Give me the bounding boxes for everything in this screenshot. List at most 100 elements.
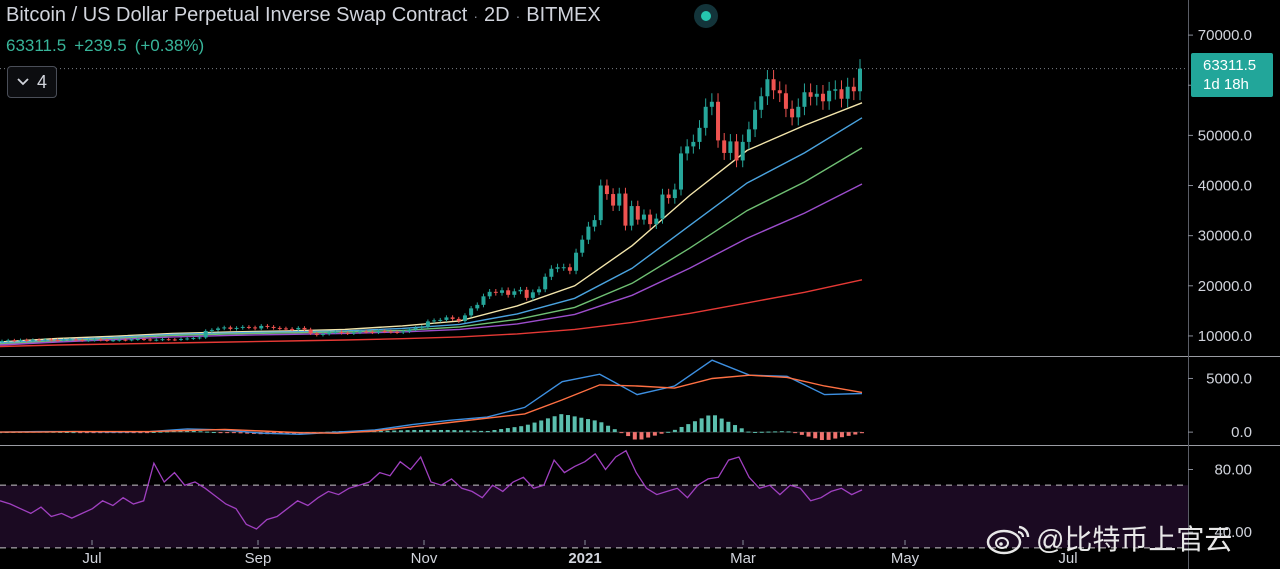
candle-body [123, 339, 128, 341]
candle-body [765, 79, 770, 97]
time-axis-label: Nov [411, 550, 438, 567]
candle-body [549, 268, 554, 277]
candle-body [543, 276, 548, 290]
candle-body [858, 68, 862, 92]
indicators-toggle-button[interactable]: 4 [7, 66, 57, 98]
price-axis-tick-label: 70000.0 [1198, 27, 1252, 44]
macd-histogram-bar [392, 430, 397, 433]
macd-histogram-bar [626, 432, 631, 437]
macd-histogram-bar [84, 432, 89, 434]
macd-histogram-bar [418, 429, 423, 433]
candle-body [728, 141, 733, 153]
candle-body [80, 339, 85, 341]
candle-body [833, 89, 838, 91]
signal-line[interactable] [0, 374, 863, 434]
macd-histogram-bar [773, 431, 778, 433]
candle-body [734, 141, 739, 161]
ema-line-3[interactable] [0, 147, 863, 345]
macd-histogram-bar [833, 432, 838, 439]
macd-histogram-bar [706, 415, 711, 433]
macd-histogram-bar [452, 430, 457, 433]
ema-line-2[interactable] [0, 117, 863, 344]
candle-body [672, 189, 677, 199]
ema-line-1[interactable] [0, 102, 863, 343]
candle-body [561, 267, 566, 269]
macd-histogram-bar [465, 430, 470, 433]
candle-body [24, 339, 29, 341]
macd-histogram-bar [91, 432, 96, 434]
macd-histogram-bar [245, 432, 250, 434]
candle-body [277, 327, 282, 329]
candle-body [709, 101, 714, 107]
candle-body [30, 339, 35, 341]
macd-histogram-bar [739, 428, 744, 433]
rsi-line[interactable] [0, 449, 863, 530]
candle-body [703, 106, 708, 128]
symbol-title[interactable]: Bitcoin / US Dollar Perpetual Inverse Sw… [6, 4, 468, 26]
macd-histogram-bar [579, 417, 584, 433]
candle-body [660, 194, 665, 219]
macd-histogram-bar [719, 418, 724, 433]
macd-line[interactable] [0, 359, 863, 436]
candle-body [253, 327, 258, 329]
macd-histogram-bar [612, 429, 617, 433]
candle-body [438, 319, 443, 321]
candle-body [740, 141, 745, 161]
candle-body [790, 108, 795, 118]
candle-body [407, 329, 412, 332]
macd-histogram-bar [759, 431, 764, 433]
ema-line-5[interactable] [0, 279, 863, 348]
interval-label[interactable]: 2D [484, 4, 510, 26]
ema-line-4[interactable] [0, 183, 863, 346]
candle-body [6, 340, 11, 342]
time-axis-label: May [891, 550, 920, 567]
candle-body [487, 291, 492, 297]
candle-body [55, 339, 60, 341]
candle-body [290, 328, 295, 330]
candle-body [333, 331, 338, 333]
macd-histogram-bar [151, 431, 156, 433]
macd-histogram-bar [505, 428, 510, 433]
macd-histogram-bar [285, 432, 290, 434]
time-axis-label: Sep [245, 550, 272, 567]
watermark: @比特币上官云 [986, 518, 1232, 558]
macd-histogram-bar [686, 424, 691, 433]
macd-histogram-bar [559, 414, 564, 433]
macd-histogram-bar [699, 418, 704, 433]
candle-body [308, 329, 313, 334]
candle-body [506, 290, 511, 295]
candle-body [586, 226, 591, 240]
candle-body [395, 331, 400, 333]
candle-body [808, 92, 813, 97]
candle-body [481, 296, 486, 305]
candle-body [648, 214, 653, 225]
candle-body [796, 106, 801, 118]
candle-body [339, 331, 344, 333]
candle-body [135, 338, 140, 340]
macd-histogram-bar [632, 432, 637, 440]
candle-body [617, 193, 622, 206]
macd-histogram-bar [439, 429, 444, 433]
bar-countdown: 1d 18h [1203, 76, 1249, 93]
rsi-axis-tick-label: 40.00 [1214, 524, 1252, 541]
macd-histogram-bar [71, 432, 76, 434]
status-dot-icon [694, 4, 718, 28]
candle-body [845, 86, 850, 99]
macd-histogram-bar [492, 430, 497, 433]
macd-histogram-bar [793, 432, 798, 434]
price-axis-tick-label: 40000.0 [1198, 178, 1252, 195]
time-axis-label: Jul [1058, 550, 1077, 567]
symbol-header: Bitcoin / US Dollar Perpetual Inverse Sw… [6, 4, 601, 26]
macd-histogram-bar [472, 430, 477, 433]
candle-body [697, 127, 702, 142]
candle-body [425, 321, 430, 327]
time-axis-label: Jul [82, 550, 101, 567]
macd-histogram-bar [766, 431, 771, 433]
candle-body [691, 141, 696, 147]
candle-body [327, 332, 332, 334]
macd-histogram-bar [479, 430, 484, 433]
macd-histogram-bar [692, 421, 697, 433]
macd-histogram-bar [733, 425, 738, 433]
price-axis-tick-label: 30000.0 [1198, 228, 1252, 245]
